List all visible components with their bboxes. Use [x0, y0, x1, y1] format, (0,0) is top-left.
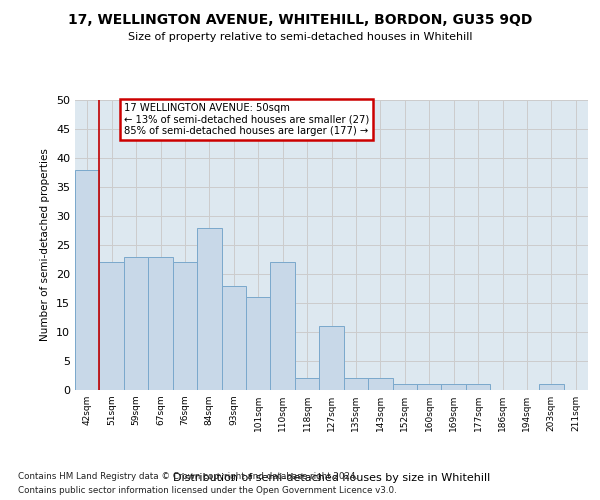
Bar [100, 262, 124, 390]
Bar [246, 297, 271, 390]
Bar [319, 326, 344, 390]
Bar [392, 384, 417, 390]
Bar [368, 378, 392, 390]
X-axis label: Distribution of semi-detached houses by size in Whitehill: Distribution of semi-detached houses by … [173, 473, 490, 483]
Bar [173, 262, 197, 390]
Bar [271, 262, 295, 390]
Bar [197, 228, 221, 390]
Bar [75, 170, 100, 390]
Bar [344, 378, 368, 390]
Bar [417, 384, 442, 390]
Text: Contains public sector information licensed under the Open Government Licence v3: Contains public sector information licen… [18, 486, 397, 495]
Text: Contains HM Land Registry data © Crown copyright and database right 2024.: Contains HM Land Registry data © Crown c… [18, 472, 358, 481]
Bar [539, 384, 563, 390]
Text: 17, WELLINGTON AVENUE, WHITEHILL, BORDON, GU35 9QD: 17, WELLINGTON AVENUE, WHITEHILL, BORDON… [68, 12, 532, 26]
Bar [148, 256, 173, 390]
Bar [295, 378, 319, 390]
Y-axis label: Number of semi-detached properties: Number of semi-detached properties [40, 148, 50, 342]
Bar [221, 286, 246, 390]
Bar [466, 384, 490, 390]
Bar [442, 384, 466, 390]
Text: Size of property relative to semi-detached houses in Whitehill: Size of property relative to semi-detach… [128, 32, 472, 42]
Bar [124, 256, 148, 390]
Text: 17 WELLINGTON AVENUE: 50sqm
← 13% of semi-detached houses are smaller (27)
85% o: 17 WELLINGTON AVENUE: 50sqm ← 13% of sem… [124, 103, 369, 136]
